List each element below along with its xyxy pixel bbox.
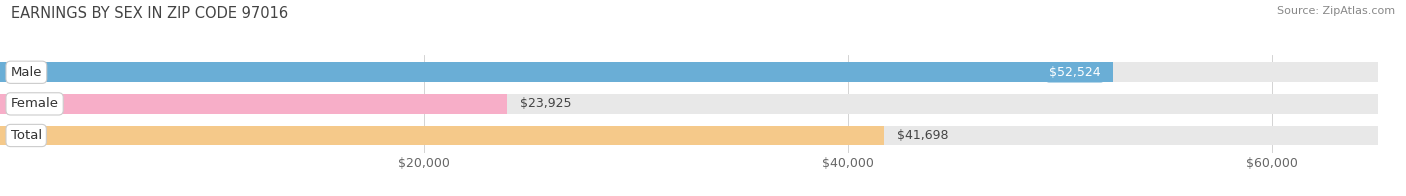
Text: Female: Female bbox=[11, 97, 59, 110]
Bar bbox=[0, 94, 1378, 114]
Text: Source: ZipAtlas.com: Source: ZipAtlas.com bbox=[1277, 6, 1395, 16]
Bar bbox=[0, 63, 1378, 82]
Text: $52,524: $52,524 bbox=[1049, 66, 1101, 79]
Text: Total: Total bbox=[11, 129, 42, 142]
Bar bbox=[0, 126, 884, 145]
Text: EARNINGS BY SEX IN ZIP CODE 97016: EARNINGS BY SEX IN ZIP CODE 97016 bbox=[11, 6, 288, 21]
Bar bbox=[0, 63, 1114, 82]
Text: $41,698: $41,698 bbox=[897, 129, 948, 142]
Text: Male: Male bbox=[11, 66, 42, 79]
Text: $23,925: $23,925 bbox=[520, 97, 571, 110]
Bar bbox=[0, 126, 1378, 145]
Bar bbox=[0, 94, 508, 114]
